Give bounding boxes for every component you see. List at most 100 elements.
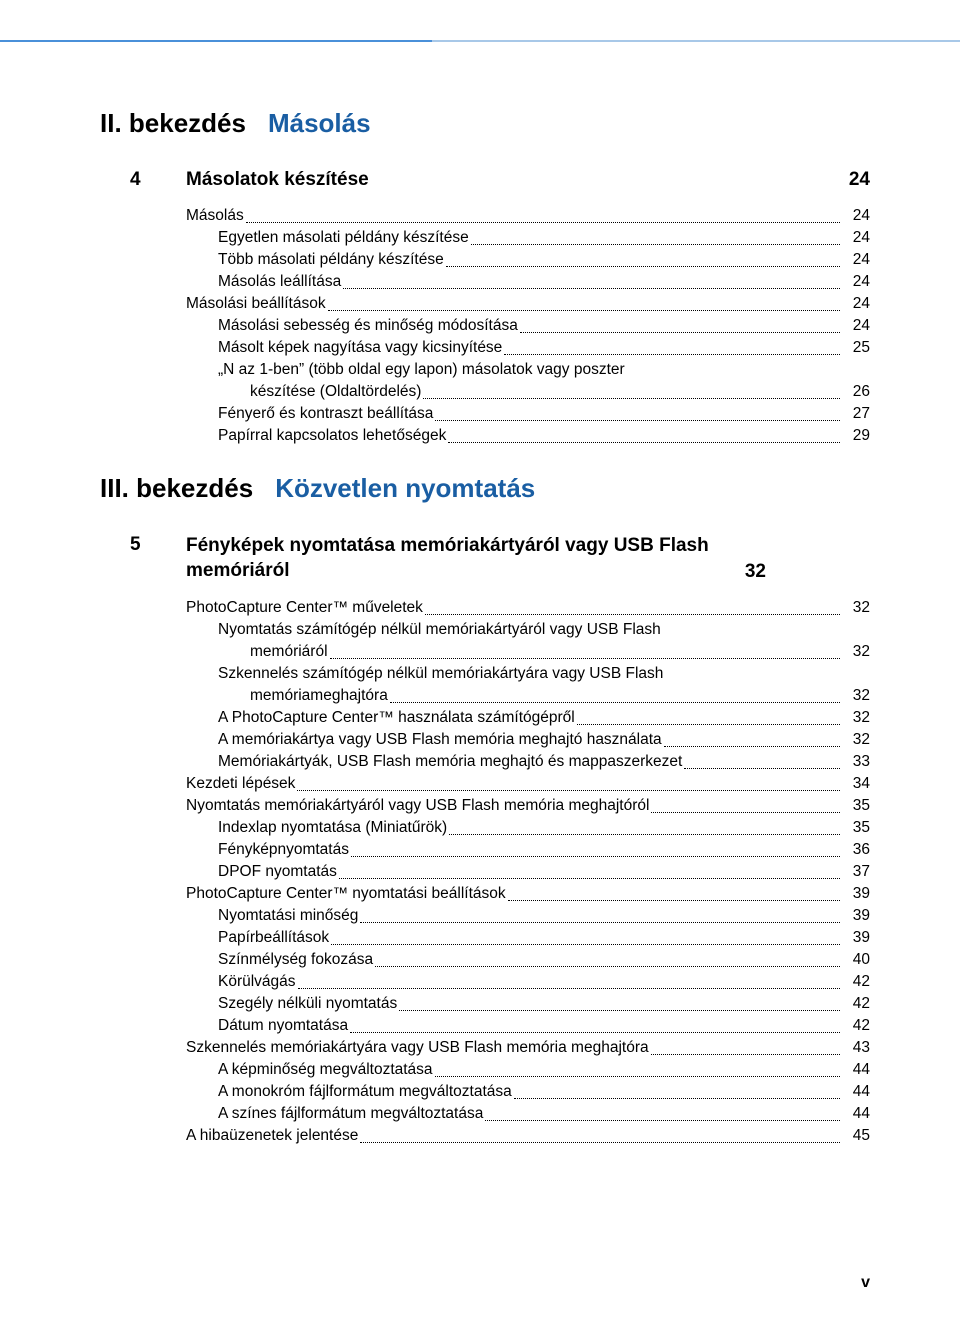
toc-entry[interactable]: PhotoCapture Center™ műveletek32 xyxy=(186,597,870,619)
toc-entry[interactable]: Szkennelés memóriakártyára vagy USB Flas… xyxy=(186,1037,870,1059)
toc-entry[interactable]: Nyomtatási minőség39 xyxy=(186,905,870,927)
toc-leader xyxy=(664,746,840,747)
toc-entry[interactable]: Dátum nyomtatása42 xyxy=(186,1015,870,1037)
page-number: v xyxy=(861,1274,870,1292)
toc-label: Papírbeállítások xyxy=(218,927,329,949)
toc-entry[interactable]: Papírral kapcsolatos lehetőségek29 xyxy=(186,425,870,447)
toc-leader xyxy=(577,724,840,725)
toc-leader xyxy=(520,332,840,333)
toc-entry[interactable]: Szegély nélküli nyomtatás42 xyxy=(186,993,870,1015)
toc-entry[interactable]: A hibaüzenetek jelentése45 xyxy=(186,1125,870,1147)
toc-page: 43 xyxy=(842,1037,870,1059)
toc-leader xyxy=(485,1120,840,1121)
toc-label: A színes fájlformátum megváltoztatása xyxy=(218,1103,483,1125)
content-area: II. bekezdés Másolás 4 Másolatok készíté… xyxy=(100,108,870,1147)
toc-leader xyxy=(435,420,840,421)
toc-leader xyxy=(471,244,840,245)
toc-label: DPOF nyomtatás xyxy=(218,861,337,883)
toc-leader xyxy=(651,812,840,813)
toc-label: Több másolati példány készítése xyxy=(218,249,444,271)
toc-entry[interactable]: Színmélység fokozása40 xyxy=(186,949,870,971)
toc-entry[interactable]: A memóriakártya vagy USB Flash memória m… xyxy=(186,729,870,751)
toc-entry[interactable]: „N az 1-ben” (több oldal egy lapon) máso… xyxy=(186,359,870,403)
page: II. bekezdés Másolás 4 Másolatok készíté… xyxy=(0,0,960,1320)
toc-label: Fényerő és kontraszt beállítása xyxy=(218,403,433,425)
toc-page: 33 xyxy=(842,751,870,773)
section-title: Másolás xyxy=(268,108,371,139)
toc-page: 37 xyxy=(842,861,870,883)
toc-page: 39 xyxy=(842,883,870,905)
toc-entry[interactable]: Papírbeállítások 39 xyxy=(186,927,870,949)
toc-entry[interactable]: Nyomtatás számítógép nélkül memóriakárty… xyxy=(186,619,870,663)
toc-entry[interactable]: A monokróm fájlformátum megváltoztatása4… xyxy=(186,1081,870,1103)
toc-entry[interactable]: Fényerő és kontraszt beállítása27 xyxy=(186,403,870,425)
toc-leader xyxy=(298,988,840,989)
chapter-heading-4[interactable]: 4 Másolatok készítése 24 xyxy=(130,169,870,191)
toc-label: Másolási beállítások xyxy=(186,293,326,315)
toc-entry[interactable]: Másolás leállítása 24 xyxy=(186,271,870,293)
toc-leader xyxy=(508,900,840,901)
toc-leader xyxy=(435,1076,840,1077)
section-heading-3: III. bekezdés Közvetlen nyomtatás xyxy=(100,473,870,504)
toc-page: 32 xyxy=(842,685,870,707)
toc-entry[interactable]: A PhotoCapture Center™ használata számít… xyxy=(186,707,870,729)
section-title: Közvetlen nyomtatás xyxy=(275,473,535,504)
toc-label: Egyetlen másolati példány készítése xyxy=(218,227,469,249)
section-heading-2: II. bekezdés Másolás xyxy=(100,108,870,139)
toc-leader xyxy=(350,1032,840,1033)
toc-entry[interactable]: Szkennelés számítógép nélkül memóriakárt… xyxy=(186,663,870,707)
toc-entry[interactable]: Egyetlen másolati példány készítése24 xyxy=(186,227,870,249)
toc-page: 24 xyxy=(842,293,870,315)
toc-page: 39 xyxy=(842,927,870,949)
toc-leader xyxy=(360,922,840,923)
toc-label: Másolási sebesség és minőség módosítása xyxy=(218,315,518,337)
chapter-title: Másolatok készítése xyxy=(186,169,830,191)
toc-leader xyxy=(328,310,840,311)
toc-page: 42 xyxy=(842,971,870,993)
toc-entry[interactable]: Körülvágás42 xyxy=(186,971,870,993)
chapter-title: Fényképek nyomtatása memóriakártyáról va… xyxy=(186,534,726,583)
toc-label: „N az 1-ben” (több oldal egy lapon) máso… xyxy=(218,359,625,381)
toc-entry[interactable]: DPOF nyomtatás 37 xyxy=(186,861,870,883)
toc-entry[interactable]: Másolási beállítások 24 xyxy=(186,293,870,315)
toc-label: memóriameghajtóra xyxy=(250,685,388,707)
chapter-heading-5[interactable]: 5 Fényképek nyomtatása memóriakártyáról … xyxy=(130,534,870,583)
toc-page: 32 xyxy=(842,641,870,663)
toc-entry[interactable]: A színes fájlformátum megváltoztatása44 xyxy=(186,1103,870,1125)
toc-page: 25 xyxy=(842,337,870,359)
toc-page: 44 xyxy=(842,1059,870,1081)
toc-leader xyxy=(651,1054,840,1055)
toc-leader xyxy=(375,966,840,967)
toc-entry[interactable]: Másolás24 xyxy=(186,205,870,227)
toc-page: 24 xyxy=(842,271,870,293)
toc-entry[interactable]: Több másolati példány készítése24 xyxy=(186,249,870,271)
toc-label: Másolt képek nagyítása vagy kicsinyítése xyxy=(218,337,502,359)
toc-page: 24 xyxy=(842,205,870,227)
toc-entry[interactable]: Kezdeti lépések 34 xyxy=(186,773,870,795)
toc-page: 34 xyxy=(842,773,870,795)
toc-label: A PhotoCapture Center™ használata számít… xyxy=(218,707,575,729)
toc-entry[interactable]: Másolási sebesség és minőség módosítása 2… xyxy=(186,315,870,337)
toc-entry[interactable]: Nyomtatás memóriakártyáról vagy USB Flas… xyxy=(186,795,870,817)
toc-label: PhotoCapture Center™ nyomtatási beállítá… xyxy=(186,883,506,905)
toc-entry[interactable]: PhotoCapture Center™ nyomtatási beállítá… xyxy=(186,883,870,905)
toc-label: Másolás leállítása xyxy=(218,271,341,293)
chapter-page: 24 xyxy=(830,169,870,191)
toc-label: Szkennelés számítógép nélkül memóriakárt… xyxy=(218,663,663,685)
toc-entry[interactable]: Másolt képek nagyítása vagy kicsinyítése… xyxy=(186,337,870,359)
toc-leader xyxy=(423,398,840,399)
toc-label: Kezdeti lépések xyxy=(186,773,295,795)
toc-entry[interactable]: Indexlap nyomtatása (Miniatűrök)35 xyxy=(186,817,870,839)
toc-entry[interactable]: Memóriakártyák, USB Flash memória meghaj… xyxy=(186,751,870,773)
toc-page: 42 xyxy=(842,1015,870,1037)
chapter-number: 5 xyxy=(130,534,186,556)
toc-label: PhotoCapture Center™ műveletek xyxy=(186,597,423,619)
toc-page: 32 xyxy=(842,729,870,751)
toc-label: készítése (Oldaltördelés) xyxy=(250,381,421,403)
toc-page: 44 xyxy=(842,1081,870,1103)
toc-entry[interactable]: A képminőség megváltoztatása44 xyxy=(186,1059,870,1081)
toc-label: Nyomtatási minőség xyxy=(218,905,358,927)
toc-page: 26 xyxy=(842,381,870,403)
toc-entry[interactable]: Fényképnyomtatás36 xyxy=(186,839,870,861)
toc-page: 24 xyxy=(842,315,870,337)
